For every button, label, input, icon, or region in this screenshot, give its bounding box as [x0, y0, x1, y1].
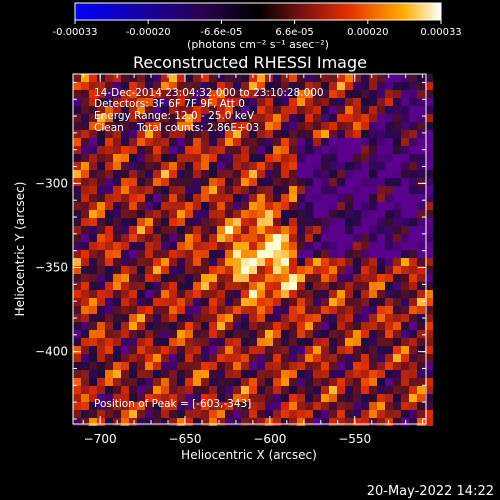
y-axis: −300 −350 −400: [35, 81, 426, 420]
y-tick-label: −300: [35, 176, 68, 190]
colorbar-ticks: -0.00033 -0.00020 -6.6e-05 6.6e-05 0.00020 0.…: [53, 20, 462, 38]
colorbar: [74, 2, 442, 21]
annotation-block: 14-Dec-2014 23:04:32.000 to 23:10:28.000…: [94, 87, 324, 134]
annotation-energy: Energy Range: 12.0 - 25.0 keV: [94, 110, 255, 122]
x-axis-label: Heliocentric X (arcsec): [181, 448, 317, 462]
x-axis: −700 −650 −600 −550: [82, 74, 424, 446]
x-tick-label: −550: [338, 432, 371, 446]
colorbar-tick-label: -0.00020: [126, 27, 171, 38]
heatmap-image: [73, 74, 433, 426]
annotation-detectors: Detectors: 3F 6F 7F 9F, Att 0: [94, 98, 245, 110]
x-tick-label: −700: [84, 432, 117, 446]
y-axis-label: Heliocentric Y (arcsec): [13, 182, 27, 317]
colorbar-tick-label: -0.00033: [53, 27, 98, 38]
annotation-clean: Clean Total counts: 2.86E+03: [94, 122, 259, 134]
x-tick-label: −650: [169, 432, 202, 446]
plot-frame: [72, 73, 427, 425]
annotation-peak: Position of Peak = [-603,-343]: [94, 398, 251, 410]
chart-title: Reconstructed RHESSI Image: [133, 53, 367, 72]
colorbar-tick-label: 6.6e-05: [275, 27, 313, 38]
annotation-time: 14-Dec-2014 23:04:32.000 to 23:10:28.000: [94, 87, 324, 99]
colorbar-tick-label: -6.6e-05: [200, 27, 242, 38]
footer-date: 20-May-2022 14:22: [367, 484, 494, 499]
y-tick-label: −400: [35, 345, 68, 359]
x-tick-label: −600: [253, 432, 286, 446]
colorbar-unit-label: (photons cm⁻² s⁻¹ asec⁻²): [187, 38, 329, 51]
y-tick-label: −350: [35, 261, 68, 275]
colorbar-tick-label: 0.00033: [420, 27, 461, 38]
colorbar-tick-label: 0.00020: [347, 27, 388, 38]
